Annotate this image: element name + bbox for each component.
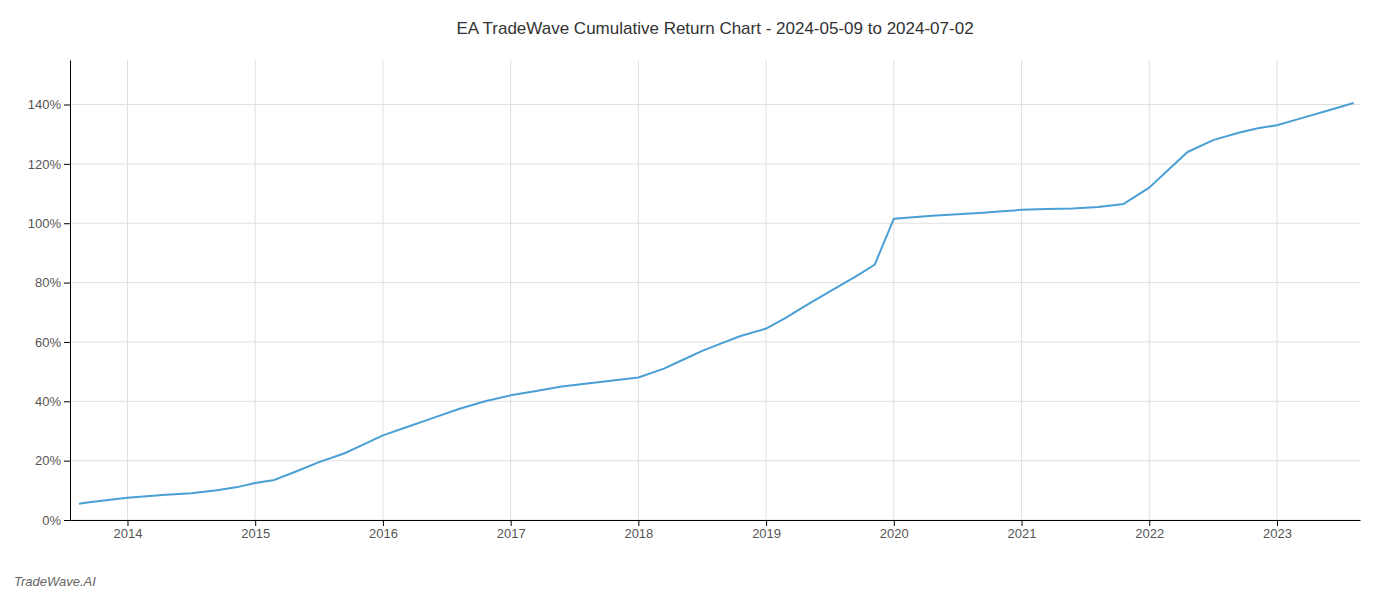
- x-axis-tick: 2022: [1135, 520, 1164, 541]
- watermark: TradeWave.AI: [14, 574, 96, 589]
- x-axis-tick-label: 2022: [1135, 526, 1164, 541]
- x-axis-tick: 2021: [1008, 520, 1037, 541]
- x-axis-tick-label: 2014: [114, 526, 143, 541]
- grid-line-y: [70, 341, 1360, 342]
- x-axis-tick: 2014: [114, 520, 143, 541]
- y-axis-tick-mark: [64, 401, 70, 402]
- chart: 2014 2015 2016 2017 2018 2019 2020 2021 2022 2023…: [0, 0, 1400, 600]
- x-axis-tick-label: 2015: [241, 526, 270, 541]
- x-axis-tick: 2023: [1263, 520, 1292, 541]
- x-axis-tick-mark: [766, 520, 767, 526]
- grid-line-x: [382, 60, 383, 520]
- x-axis-tick-label: 2017: [497, 526, 526, 541]
- y-axis-tick: 80%: [35, 275, 70, 290]
- x-axis-tick: 2019: [752, 520, 781, 541]
- x-axis-tick-mark: [255, 520, 256, 526]
- y-axis-tick: 40%: [35, 394, 70, 409]
- y-axis-tick: 20%: [35, 453, 70, 468]
- y-axis-tick: 120%: [28, 157, 70, 172]
- x-axis-tick-mark: [1149, 520, 1150, 526]
- grid-line-y: [70, 163, 1360, 164]
- y-axis-tick-label: 20%: [35, 453, 61, 468]
- y-axis-tick: 60%: [35, 335, 70, 350]
- title: EA TradeWave Cumulative Return Chart - 2…: [456, 19, 973, 38]
- x-axis-tick-label: 2023: [1263, 526, 1292, 541]
- grid-line-x: [255, 60, 256, 520]
- y-axis-tick-mark: [64, 105, 70, 106]
- x-axis-tick: 2017: [497, 520, 526, 541]
- x-axis-line: [71, 520, 1361, 521]
- y-axis-tick-label: 60%: [35, 335, 61, 350]
- x-axis: 2014 2015 2016 2017 2018 2019 2020 2021 2022 2023: [71, 520, 1361, 541]
- x-axis-tick: 2015: [241, 520, 270, 541]
- grid-line-x: [127, 60, 128, 520]
- x-axis-tick-label: 2020: [880, 526, 909, 541]
- y-axis-tick-mark: [64, 461, 70, 462]
- x-axis-tick: 2018: [624, 520, 653, 541]
- grid-line-x: [1021, 60, 1022, 520]
- x-axis-tick-mark: [894, 520, 895, 526]
- x-axis-tick-label: 2021: [1008, 526, 1037, 541]
- x-axis-tick-mark: [1277, 520, 1278, 526]
- grid-line-y: [70, 401, 1360, 402]
- x-axis-tick-label: 2018: [624, 526, 653, 541]
- y-axis-tick-label: 0%: [42, 513, 61, 528]
- grid-line-x: [1149, 60, 1150, 520]
- grid-line-y: [70, 282, 1360, 283]
- grid-line-x: [766, 60, 767, 520]
- grid-line-x: [638, 60, 639, 520]
- y-axis-tick-mark: [64, 342, 70, 343]
- y-axis-tick-mark: [64, 283, 70, 284]
- grid-line-x: [1276, 60, 1277, 520]
- x-axis-tick-mark: [383, 520, 384, 526]
- x-axis-tick: 2020: [880, 520, 909, 541]
- grid-line-y: [70, 104, 1360, 105]
- y-axis-tick-label: 100%: [28, 216, 62, 231]
- grid-line-x: [510, 60, 511, 520]
- x-axis-tick-mark: [511, 520, 512, 526]
- y-axis-tick-mark: [64, 223, 70, 224]
- x-axis-tick: 2016: [369, 520, 398, 541]
- x-axis-tick-label: 2019: [752, 526, 781, 541]
- grid-line-y: [70, 223, 1360, 224]
- y-axis-tick: 140%: [28, 97, 70, 112]
- y-axis-tick-label: 80%: [35, 275, 61, 290]
- grid-line-y: [70, 460, 1360, 461]
- grid-line-x: [893, 60, 894, 520]
- y-axis-tick-label: 40%: [35, 394, 61, 409]
- y-axis: 0% 20% 40% 60% 80% 100% 120% 140%: [28, 61, 71, 528]
- plot-area: [79, 103, 1354, 504]
- grid: [70, 60, 1360, 520]
- line: [79, 103, 1354, 504]
- x-axis-tick-mark: [127, 520, 128, 526]
- y-axis-tick: 100%: [28, 216, 70, 231]
- grid-line-y: [70, 520, 1360, 521]
- y-axis-tick-mark: [64, 520, 70, 521]
- y-axis-tick-mark: [64, 164, 70, 165]
- y-axis-tick: 0%: [42, 513, 70, 528]
- y-axis-tick-label: 120%: [28, 157, 62, 172]
- y-axis-line: [70, 61, 71, 521]
- x-axis-tick-mark: [638, 520, 639, 526]
- x-axis-tick-label: 2016: [369, 526, 398, 541]
- y-axis-tick-label: 140%: [28, 97, 62, 112]
- x-axis-tick-mark: [1022, 520, 1023, 526]
